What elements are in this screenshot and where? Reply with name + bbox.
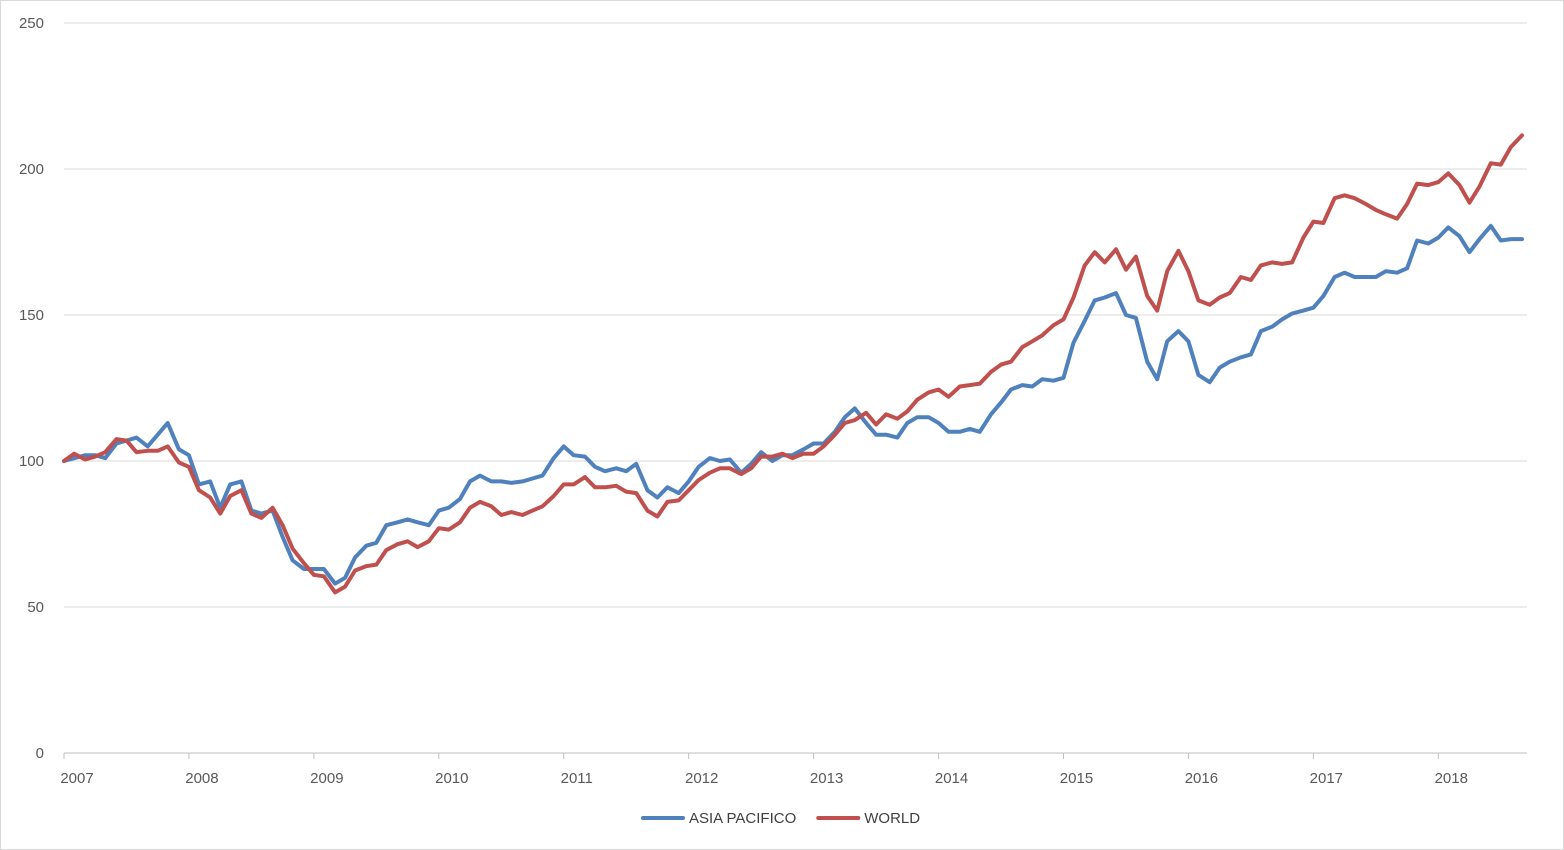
y-tick-label: 100 xyxy=(19,453,44,470)
gridlines xyxy=(64,22,1527,754)
x-tick-label: 2014 xyxy=(935,770,968,787)
x-tick-label: 2008 xyxy=(185,770,218,787)
series-line-asia-pacifico xyxy=(62,223,1524,586)
x-tick-label: 2015 xyxy=(1060,770,1093,787)
y-tick-label: 50 xyxy=(27,599,44,616)
y-tick-label: 250 xyxy=(19,15,44,32)
y-tick-label: 0 xyxy=(36,745,44,762)
x-tick-label: 2009 xyxy=(310,770,343,787)
x-tick-label: 2011 xyxy=(561,770,593,787)
x-tick-label: 2007 xyxy=(60,770,93,787)
y-tick-label: 200 xyxy=(19,161,44,178)
x-tick-label: 2018 xyxy=(1435,770,1468,787)
legend-label-world: WORLD xyxy=(864,810,920,827)
x-tick-label: 2010 xyxy=(435,770,468,787)
y-tick-label: 150 xyxy=(19,307,44,324)
x-tick-label: 2016 xyxy=(1185,770,1218,787)
series-lines xyxy=(62,133,1524,595)
y-axis: 0 50 100 150 200 250 xyxy=(19,15,44,762)
legend-label-asia-pacifico: ASIA PACIFICO xyxy=(689,810,796,827)
series-line-world xyxy=(62,133,1524,595)
x-tick-label: 2013 xyxy=(810,770,843,787)
x-tick-label: 2012 xyxy=(685,770,718,787)
legend: ASIA PACIFICO WORLD xyxy=(641,810,920,827)
x-tick-label: 2017 xyxy=(1310,770,1343,787)
x-axis: 2007 2008 2009 2010 2011 2012 2013 2014 2015 2016… xyxy=(60,753,1468,787)
